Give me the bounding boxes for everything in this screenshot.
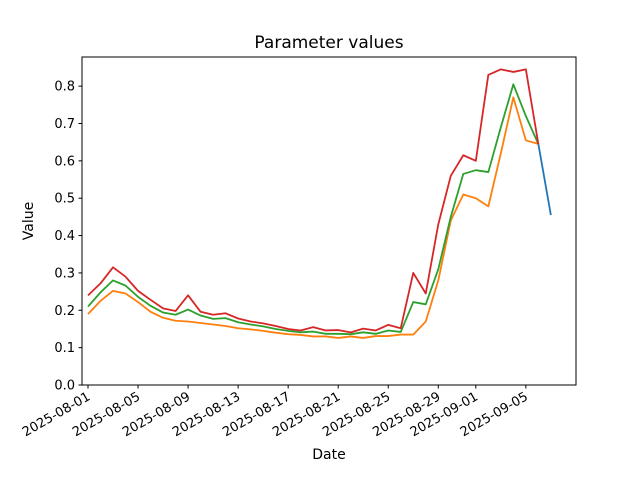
series-green-line xyxy=(87,83,540,336)
y-axis-tick-label: 0.2 xyxy=(54,304,75,319)
y-axis-tick-label: 0.8 xyxy=(54,80,75,95)
chart-title: Parameter values xyxy=(254,33,404,53)
y-axis-label: Value xyxy=(21,201,37,241)
y-axis-tick-label: 0.1 xyxy=(54,341,75,356)
y-axis-tick-label: 0.5 xyxy=(54,192,75,207)
series-red-line xyxy=(87,68,540,334)
y-axis-tick-label: 0.3 xyxy=(54,266,75,281)
y-axis-tick-label: 0.6 xyxy=(54,154,75,169)
y-axis-tick-label: 0.4 xyxy=(54,229,75,244)
series-orange-line xyxy=(87,96,539,339)
y-axis-tick-label: 0.0 xyxy=(54,379,75,394)
y-axis-tick-label: 0.7 xyxy=(54,117,75,132)
series-blue-line xyxy=(537,143,552,216)
x-axis-label: Date xyxy=(312,447,346,463)
plot-area-border xyxy=(81,56,577,386)
